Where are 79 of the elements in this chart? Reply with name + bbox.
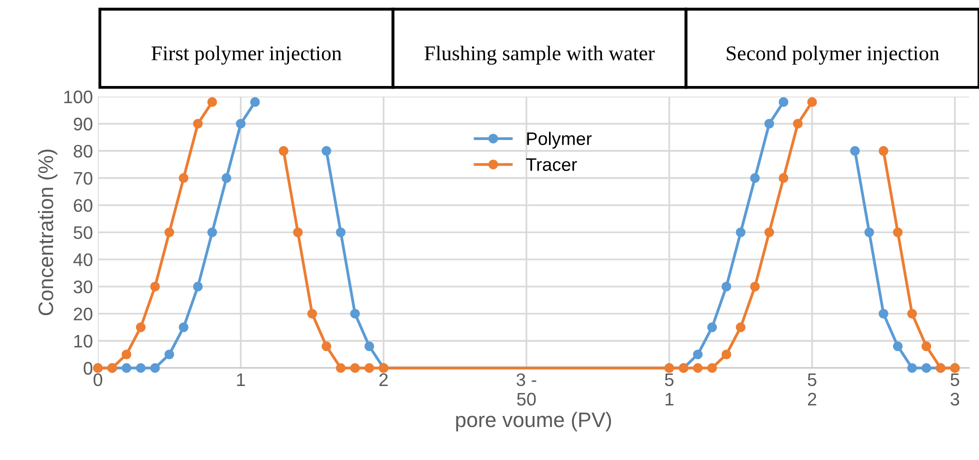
point: [921, 363, 932, 373]
point: [792, 118, 803, 129]
point: [122, 350, 132, 360]
point: [150, 363, 160, 373]
y-tick-label: 70: [74, 172, 92, 185]
point: [722, 350, 732, 360]
y-tick-label: 10: [74, 334, 92, 348]
point: [707, 363, 717, 373]
legend-label: Tracer: [526, 158, 577, 171]
point: [692, 363, 703, 373]
y-tick-label: 30: [74, 280, 92, 294]
point: [778, 97, 788, 107]
point: [136, 322, 146, 332]
point: [807, 97, 817, 107]
point: [364, 341, 374, 352]
point: [707, 322, 717, 332]
point: [236, 118, 246, 129]
point: [122, 363, 132, 373]
point: [322, 146, 332, 156]
y-tick-label: 50: [74, 226, 92, 240]
point: [207, 97, 218, 107]
point: [750, 282, 760, 292]
point: [250, 97, 260, 107]
point: [778, 173, 788, 183]
point: [692, 350, 703, 360]
point: [364, 363, 374, 373]
text: Flushing sample with water: [424, 46, 655, 65]
point: [907, 363, 917, 373]
point: [921, 341, 932, 352]
y-tick-label: 100: [64, 90, 92, 104]
point: [164, 350, 174, 360]
y-tick-label: 40: [73, 253, 92, 266]
x-tick-label: 1: [237, 374, 245, 386]
x-tick-label: 0: [94, 373, 102, 386]
y-tick-label: 90: [74, 118, 92, 130]
x-tick-label: 2: [379, 373, 388, 386]
y-tick-label: 20: [74, 308, 92, 320]
point: [164, 227, 174, 238]
x-tick-label: 3 - 50: [516, 373, 536, 406]
x-tick-label: 5 2: [808, 374, 816, 406]
point: [736, 227, 746, 238]
point: [278, 146, 288, 156]
point: [207, 227, 218, 238]
text: First polymer injection: [152, 46, 342, 65]
y-tick-label: 80: [74, 144, 92, 158]
point: [878, 146, 888, 156]
point: [907, 308, 917, 319]
point: [750, 173, 760, 183]
point: [892, 227, 903, 238]
point: [322, 341, 332, 352]
point: [136, 363, 146, 373]
point: [764, 118, 774, 129]
x-tick-label: 5 1: [664, 374, 674, 406]
point: [350, 308, 360, 319]
legend-label: Polymer: [527, 132, 592, 149]
x-tick-label: 5 3: [950, 374, 960, 406]
point: [878, 308, 888, 319]
point: [722, 282, 732, 292]
point: [193, 118, 203, 129]
y-tick-label: 60: [74, 199, 92, 212]
point: [293, 227, 303, 238]
point: [193, 282, 203, 292]
point: [178, 322, 188, 332]
point: [764, 227, 774, 238]
point: [336, 227, 346, 238]
x-axis-title: pore voume (PV): [456, 412, 611, 432]
point: [336, 363, 346, 373]
y-axis-title: Concentration (%): [38, 150, 58, 316]
text: Second polymer injection: [726, 46, 940, 65]
point: [150, 282, 160, 292]
point: [307, 308, 318, 319]
point: [850, 146, 860, 156]
point: [350, 363, 360, 373]
point: [736, 322, 746, 332]
point: [892, 341, 903, 352]
y-tick-label: 0: [84, 362, 92, 375]
point: [178, 173, 188, 183]
point: [864, 227, 874, 238]
point: [222, 173, 232, 183]
